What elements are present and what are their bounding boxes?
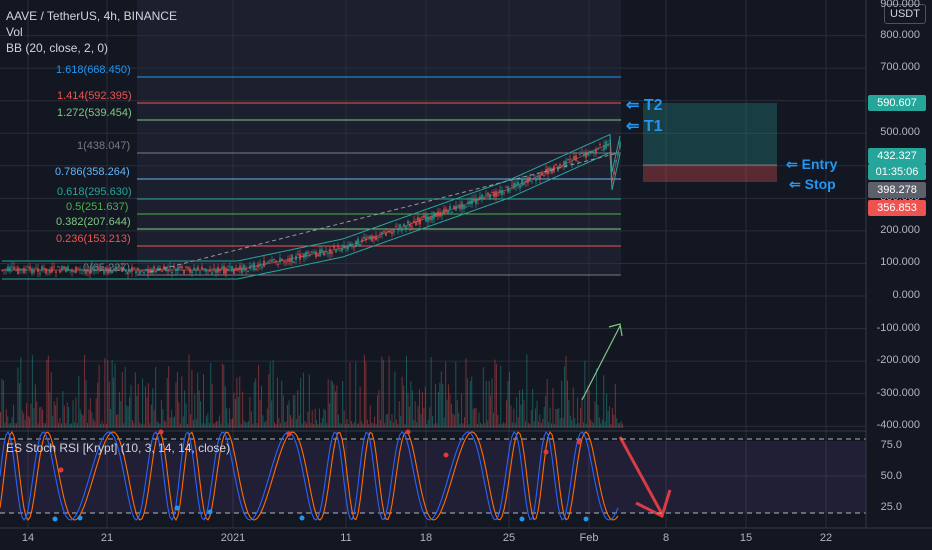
fib-level-label: 0.786(358.264) bbox=[55, 166, 130, 178]
fib-level-label: 1(438.047) bbox=[77, 140, 131, 152]
time-axis-label: Feb bbox=[579, 532, 599, 544]
stop-price-box: 356.853 bbox=[868, 200, 926, 216]
volume-label: Vol bbox=[6, 25, 23, 39]
price-axis-label: -200.000 bbox=[876, 354, 920, 367]
price-axis-label: 100.000 bbox=[880, 256, 920, 269]
countdown-box: 01:35:06 bbox=[868, 164, 926, 180]
symbol-title: AAVE / TetherUS, 4h, BINANCE bbox=[6, 9, 177, 23]
time-axis-label: 25 bbox=[502, 532, 516, 544]
trend-line bbox=[149, 152, 619, 273]
stop-annotation: ⇐ Stop bbox=[789, 176, 836, 192]
price-axis-label: -100.000 bbox=[876, 321, 920, 334]
stoch-band bbox=[0, 441, 866, 513]
stoch-rsi-lines bbox=[0, 429, 619, 522]
price-axis-label: 900.000 bbox=[880, 0, 920, 10]
price-axis-label: 200.000 bbox=[880, 223, 920, 236]
currency-button[interactable]: USDT bbox=[884, 4, 926, 24]
stoch-axis-label: 50.0 bbox=[880, 470, 902, 482]
entry-price-box: 398.278 bbox=[868, 182, 926, 198]
long-position-stop-zone bbox=[643, 165, 777, 182]
current-price-box: 432.327 bbox=[868, 148, 926, 164]
stoch-rsi-label: ES Stoch RSI [Krypt] (10, 3, 14, 14, clo… bbox=[6, 441, 231, 455]
fib-level-label: 0.382(207.644) bbox=[56, 216, 131, 228]
time-axis-label: 21 bbox=[100, 532, 114, 544]
entry-annotation: ⇐ Entry bbox=[786, 156, 838, 172]
up-arrow-icon bbox=[581, 323, 623, 401]
arrow-left-icon: ⇐ bbox=[626, 118, 644, 135]
bollinger-bands bbox=[2, 133, 621, 280]
fib-level-label: 1.618(668.450) bbox=[56, 64, 131, 76]
fib-level-label: 0.5(251.637) bbox=[66, 201, 129, 213]
time-axis-label: 18 bbox=[419, 532, 433, 544]
price-axis-label: -400.000 bbox=[876, 419, 920, 432]
time-axis-label: 14 bbox=[21, 532, 35, 544]
fib-level-label: 1.414(592.395) bbox=[57, 90, 132, 102]
price-candles bbox=[1, 138, 621, 279]
fib-level-label: 0.236(153.213) bbox=[56, 233, 131, 245]
price-axis-label: 700.000 bbox=[880, 61, 920, 74]
long-position-target-zone bbox=[643, 103, 777, 165]
time-axis-label: 11 bbox=[340, 532, 352, 544]
t1-annotation: ⇐ T1 bbox=[626, 118, 663, 135]
t2-price-box: 590.607 bbox=[868, 95, 926, 111]
price-axis-label: 0.000 bbox=[892, 289, 920, 301]
time-axis-label: 8 bbox=[662, 532, 670, 544]
stoch-axis-label: 75.0 bbox=[880, 439, 902, 451]
fib-level-label: 0(65.227) bbox=[83, 262, 131, 274]
stoch-axis-label: 25.0 bbox=[880, 501, 902, 513]
time-axis-label: 15 bbox=[739, 532, 753, 544]
arrow-left-icon: ⇐ bbox=[626, 97, 644, 114]
price-axis-label: 500.000 bbox=[880, 126, 920, 139]
t2-annotation: ⇐ T2 bbox=[626, 97, 663, 114]
price-axis-label: -300.000 bbox=[876, 386, 920, 399]
fib-retracement bbox=[137, 76, 621, 276]
arrow-left-icon: ⇐ bbox=[786, 156, 802, 172]
time-axis-label: 22 bbox=[819, 532, 833, 544]
down-arrow-icon bbox=[618, 436, 672, 519]
volume-histogram bbox=[0, 354, 624, 428]
time-axis-label: 2021 bbox=[220, 532, 246, 544]
arrow-left-icon: ⇐ bbox=[789, 176, 805, 192]
fib-level-label: 0.618(295.630) bbox=[57, 186, 132, 198]
bb-label: BB (20, close, 2, 0) bbox=[6, 41, 109, 55]
price-axis-label: 800.000 bbox=[880, 28, 920, 41]
fib-level-label: 1.272(539.454) bbox=[57, 107, 132, 119]
